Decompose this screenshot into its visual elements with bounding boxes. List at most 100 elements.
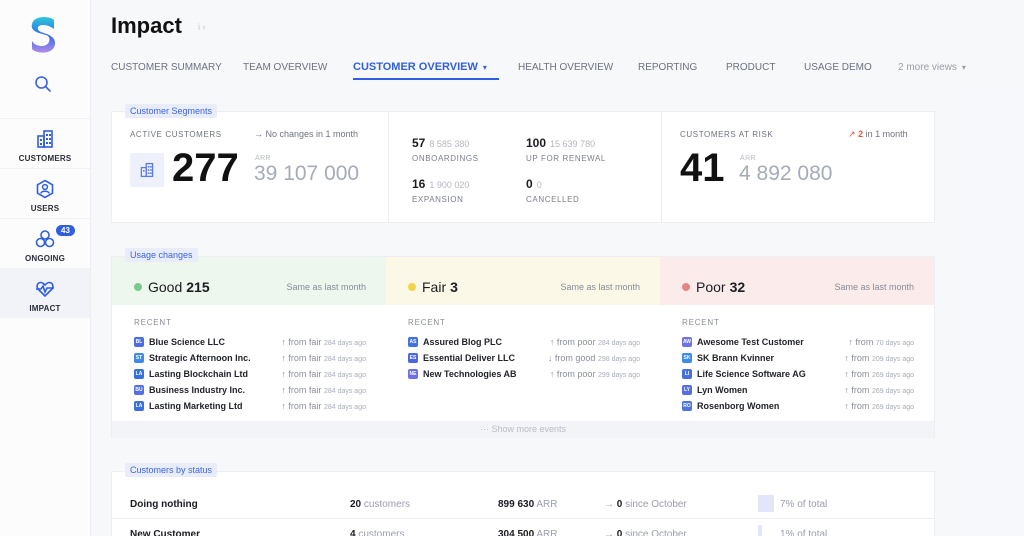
count-unit: customers xyxy=(363,499,411,510)
expansion-stat[interactable]: 16 1 900 020 EXPANSION xyxy=(412,175,469,204)
onboardings-stat[interactable]: 57 8 585 380 ONBOARDINGS xyxy=(412,134,479,163)
list-item[interactable]: BL Blue Science LLC ↑ from fair 284 days a… xyxy=(134,334,366,350)
at-risk-arr: 4 892 080 xyxy=(739,162,833,185)
customer-name: Blue Science LLC xyxy=(149,337,226,347)
status-count: 215 xyxy=(186,279,210,295)
avatar: ES xyxy=(408,353,418,363)
recent-list: AW Awesome Test Customer ↑ from 70 days ag… xyxy=(682,334,914,414)
at-risk-change: ↗ 2 in 1 month xyxy=(848,129,908,140)
show-more-events-button[interactable]: ··· Show more events xyxy=(112,421,934,438)
at-risk-count: 41 xyxy=(680,146,725,190)
since-value: 0 xyxy=(616,499,623,510)
list-item[interactable]: LA Lasting Marketing Ltd ↑ from fair 284 d… xyxy=(134,398,366,414)
sidebar-item-users[interactable]: USERS xyxy=(0,168,90,218)
stat-value: 8 585 380 xyxy=(429,139,470,149)
list-item[interactable]: ST Strategic Afternoon Inc. ↑ from fair 28… xyxy=(134,350,366,366)
arr-unit: ARR xyxy=(536,499,558,510)
sidebar-item-ongoing[interactable]: 43 ONGOING xyxy=(0,218,90,268)
search-icon[interactable] xyxy=(34,75,52,93)
tab-health-overview[interactable]: HEALTH OVERVIEW xyxy=(518,62,614,73)
change-text: ↑ from fair xyxy=(281,337,322,347)
stat-count: 16 xyxy=(412,177,426,191)
heartbeat-icon xyxy=(36,281,54,298)
change-days: 269 days ago xyxy=(871,404,914,411)
table-row[interactable]: Doing nothing 20 customers 899 630 ARR →… xyxy=(112,489,934,519)
tab-reporting[interactable]: REPORTING xyxy=(638,62,698,73)
more-views-dropdown[interactable]: 2 more views ▾ xyxy=(898,62,966,73)
tab-usage-demo[interactable]: USAGE DEMO xyxy=(804,62,872,73)
customers-at-risk-panel[interactable]: CUSTOMERS AT RISK ↗ 2 in 1 month 41 ARR … xyxy=(661,112,935,222)
list-item[interactable]: AS Assured Blog PLC ↑ from poor 284 days a… xyxy=(408,334,640,350)
count-value: 20 xyxy=(350,499,362,510)
list-item[interactable]: ES Essential Deliver LLC ↓ from good 298 d… xyxy=(408,350,640,366)
recent-list: BL Blue Science LLC ↑ from fair 284 days a… xyxy=(134,334,366,414)
avatar: LA xyxy=(134,369,144,379)
user-hexagon-icon xyxy=(36,179,54,199)
change-days: 298 days ago xyxy=(597,356,640,363)
arr-unit: ARR xyxy=(536,529,558,536)
percent-bar xyxy=(758,495,774,512)
usage-header-good[interactable]: Good 215 Same as last month xyxy=(112,257,386,305)
customers-by-status-card: Doing nothing 20 customers 899 630 ARR →… xyxy=(111,471,935,536)
sidebar-item-label: USERS xyxy=(30,204,60,213)
usage-column-poor: Poor 32 Same as last month RECENT AW Aweso… xyxy=(660,257,934,421)
segment-breakdown-panel: 57 8 585 380 ONBOARDINGS 100 15 639 780 UP… xyxy=(388,112,661,222)
status-note: Same as last month xyxy=(286,282,366,292)
list-item[interactable]: BU Business Industry Inc. ↑ from fair 284 … xyxy=(134,382,366,398)
customer-change: ↑ from 70 days ago xyxy=(848,337,914,347)
recent-label: RECENT xyxy=(682,318,720,327)
change-days: 269 days ago xyxy=(871,372,914,379)
renewal-stat[interactable]: 100 15 639 780 UP FOR RENEWAL xyxy=(526,134,606,163)
since-text: since October xyxy=(625,529,687,536)
info-icon[interactable]: i › xyxy=(198,22,206,32)
list-item[interactable]: LA Lasting Blockchain Ltd ↑ from fair 284 … xyxy=(134,366,366,382)
tab-customer-overview[interactable]: CUSTOMER OVERVIEW ▾ xyxy=(353,61,499,80)
list-item[interactable]: RO Rosenborg Women ↑ from 269 days ago xyxy=(682,398,914,414)
customer-segments-card: ACTIVE CUSTOMERS → No changes in 1 month… xyxy=(111,111,935,223)
status-title: Good 215 xyxy=(148,279,210,295)
usage-changes-tag: Usage changes xyxy=(125,248,198,262)
usage-header-fair[interactable]: Fair 3 Same as last month xyxy=(386,257,660,305)
customer-name: Lasting Blockchain Ltd xyxy=(149,369,249,379)
list-item[interactable]: LY Lyn Women ↑ from 269 days ago xyxy=(682,382,914,398)
usage-column-fair: Fair 3 Same as last month RECENT AS Assure… xyxy=(386,257,660,421)
status-since: → 0 since October xyxy=(604,529,687,536)
status-arr: 304 500 ARR xyxy=(498,529,558,536)
stat-value: 0 xyxy=(536,180,542,190)
table-row[interactable]: New Customer 4 customers 304 500 ARR → 0… xyxy=(112,519,934,536)
change-text: ↑ from poor xyxy=(549,337,596,347)
list-item[interactable]: SK SK Brann Kvinner ↑ from 209 days ago xyxy=(682,350,914,366)
tab-product[interactable]: PRODUCT xyxy=(726,62,776,73)
list-item[interactable]: LI Life Science Software AG ↑ from 269 day… xyxy=(682,366,914,382)
arr-label: ARR xyxy=(740,155,756,162)
status-count: 32 xyxy=(729,279,746,295)
list-item[interactable]: NE New Technologies AB ↑ from poor 299 day… xyxy=(408,366,640,382)
percent-of-total: 7% of total xyxy=(780,499,828,510)
change-days: 284 days ago xyxy=(323,372,366,379)
customer-change: ↑ from poor 284 days ago xyxy=(550,337,640,347)
active-customers-label: ACTIVE CUSTOMERS xyxy=(130,130,222,139)
active-customers-panel[interactable]: ACTIVE CUSTOMERS → No changes in 1 month… xyxy=(112,112,388,222)
arr-value: 899 630 xyxy=(498,499,535,510)
count-unit: customers xyxy=(358,529,405,536)
customer-change: ↑ from 209 days ago xyxy=(844,353,914,363)
change-text: ↑ from fair xyxy=(281,385,322,395)
usage-header-poor[interactable]: Poor 32 Same as last month xyxy=(660,257,934,305)
avatar: BL xyxy=(134,337,144,347)
tab-team-overview[interactable]: TEAM OVERVIEW xyxy=(243,62,328,73)
percent-of-total: 1% of total xyxy=(780,529,828,536)
customer-change: ↑ from fair 284 days ago xyxy=(281,353,366,363)
sidebar-item-customers[interactable]: CUSTOMERS xyxy=(0,118,90,168)
status-arr: 899 630 ARR xyxy=(498,499,558,510)
customer-name: New Technologies AB xyxy=(423,369,517,379)
stat-count: 57 xyxy=(412,136,426,150)
s-logo[interactable] xyxy=(30,16,56,54)
sidebar-item-impact[interactable]: IMPACT xyxy=(0,268,90,318)
change-days: 284 days ago xyxy=(323,356,366,363)
list-item[interactable]: AW Awesome Test Customer ↑ from 70 days ag… xyxy=(682,334,914,350)
customer-change: ↑ from 269 days ago xyxy=(844,369,914,379)
tab-customer-summary[interactable]: CUSTOMER SUMMARY xyxy=(111,62,222,73)
customer-name: Strategic Afternoon Inc. xyxy=(149,353,251,363)
arr-value: 304 500 xyxy=(498,529,535,536)
